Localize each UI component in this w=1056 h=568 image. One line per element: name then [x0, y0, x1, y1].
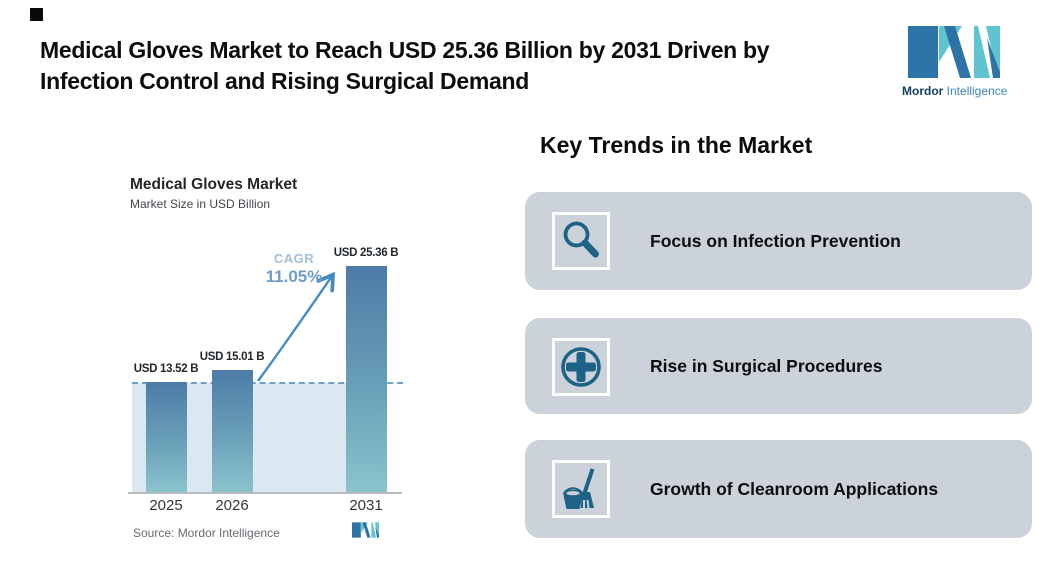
- trend-card-surgical-procedures: Rise in Surgical Procedures: [525, 318, 1032, 414]
- corner-marker: [30, 8, 43, 21]
- bar-value-label: USD 25.36 B: [333, 247, 399, 259]
- brand-logo: Mordor Intelligence: [902, 26, 1014, 98]
- x-tick-2026: 2026: [215, 497, 249, 514]
- cagr-annotation: CAGR 11.05%: [244, 251, 344, 287]
- brand-name-light: Intelligence: [946, 84, 1008, 98]
- chart-source-row: Source: Mordor Intelligence: [133, 522, 393, 542]
- bar-value-label: USD 15.01 B: [199, 351, 265, 363]
- page-title-line1: Medical Gloves Market to Reach USD 25.36…: [40, 37, 770, 63]
- bar-2025: [146, 382, 187, 492]
- trend-icon-box: [552, 212, 610, 270]
- trend-card-label: Focus on Infection Prevention: [650, 230, 901, 251]
- trend-icon-box: [552, 460, 610, 518]
- bucket-broom-icon: [563, 468, 595, 509]
- mordor-logo-icon: [908, 26, 1000, 78]
- page-title: Medical Gloves Market to Reach USD 25.36…: [40, 35, 880, 97]
- cagr-value: 11.05%: [265, 267, 323, 286]
- dashed-reference-line: [132, 382, 403, 384]
- medical-cross-circle-icon: [561, 347, 601, 387]
- page-title-line2: Infection Control and Rising Surgical De…: [40, 68, 530, 94]
- trend-card-label: Growth of Cleanroom Applications: [650, 478, 939, 499]
- chart-title: Medical Gloves Market: [130, 176, 298, 193]
- chart-subtitle: Market Size in USD Billion: [130, 197, 271, 211]
- x-tick-2031: 2031: [349, 497, 383, 514]
- bar-2031: [346, 266, 387, 492]
- brand-name-bold: Mordor: [902, 84, 944, 98]
- mordor-mini-logo-icon: [352, 522, 379, 538]
- trend-card-cleanroom-applications: Growth of Cleanroom Applications: [525, 440, 1032, 538]
- bar-value-label: USD 13.52 B: [133, 363, 199, 375]
- magnifier-icon: [563, 221, 599, 258]
- trends-heading: Key Trends in the Market: [540, 132, 813, 158]
- trend-icon-box: [552, 338, 610, 396]
- x-tick-2025: 2025: [149, 497, 183, 514]
- trend-card-label: Rise in Surgical Procedures: [650, 355, 883, 376]
- bar-2026: [212, 370, 253, 492]
- bar-chart: USD 13.52 B USD 15.01 B USD 25.36 B CAGR…: [128, 240, 405, 514]
- cagr-label: CAGR: [273, 251, 315, 266]
- trend-card-infection-prevention: Focus on Infection Prevention: [525, 192, 1032, 290]
- brand-logo-text: Mordor Intelligence: [902, 84, 1014, 98]
- source-attribution: Source: Mordor Intelligence: [133, 526, 280, 540]
- x-axis-line: [128, 492, 402, 494]
